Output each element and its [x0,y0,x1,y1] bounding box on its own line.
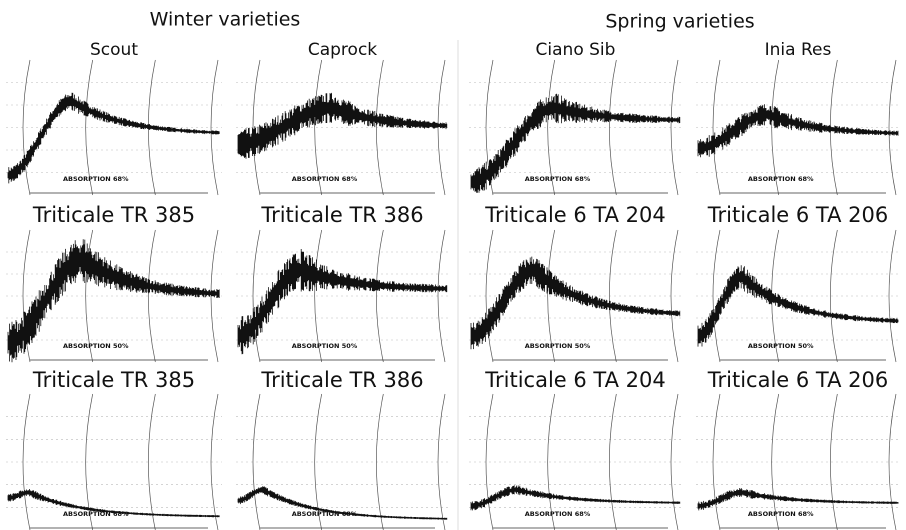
chart-arcs [252,59,446,196]
mixogram-trace [470,256,681,350]
chart-arcs [712,393,897,530]
chart-arcs [252,229,446,363]
absorption-label: ABSORPTION 50% [748,342,814,350]
panel-title: Triticale 6 TA 204 [484,368,665,392]
panel-title: Triticale 6 TA 204 [484,203,665,227]
chart-arcs [252,393,446,530]
mixogram-trace [7,239,220,363]
chart-grid [696,251,900,341]
chart-arcs [22,393,219,530]
chart-arcs [22,59,219,196]
chart-arcs [485,393,679,530]
mixogram-trace [470,485,681,511]
panel-title: Triticale TR 386 [260,368,423,392]
panel-title: Triticale TR 386 [260,203,423,227]
panel-title: Ciano Sib [536,40,616,60]
panel-title: Triticale TR 385 [32,368,195,392]
group-heading: Spring varieties [605,11,754,33]
chart-grid [696,416,900,508]
mixogram-trace [697,104,899,158]
panel-title: Scout [90,40,138,60]
absorption-label: ABSORPTION 68% [292,510,358,518]
absorption-label: ABSORPTION 68% [748,510,814,518]
chart-grid [236,416,449,508]
mixogram-trace [237,486,448,520]
absorption-label: ABSORPTION 68% [292,175,358,183]
chart-arcs [485,59,679,196]
mixogram-trace [7,92,220,184]
absorption-label: ABSORPTION 50% [292,342,358,350]
chart-grid [469,416,682,508]
absorption-label: ABSORPTION 68% [63,510,129,518]
group-heading: Winter varieties [150,9,301,31]
mixogram-trace [697,265,899,347]
mixogram-trace [237,92,448,159]
chart-grid [6,82,222,173]
chart-grid [236,251,449,341]
panel-title: Triticale TR 385 [32,203,195,227]
mixogram-trace [7,489,220,518]
mixogram-trace [237,249,448,355]
chart-arcs [712,59,897,196]
chart-arcs [485,229,679,363]
absorption-label: ABSORPTION 68% [748,175,814,183]
mixogram-trace [697,488,899,511]
absorption-label: ABSORPTION 68% [525,175,591,183]
panel-title: Caprock [308,40,377,60]
panel-title: Triticale 6 TA 206 [707,368,888,392]
chart-arcs [22,229,219,363]
absorption-label: ABSORPTION 68% [63,175,129,183]
absorption-label: ABSORPTION 50% [63,342,129,350]
absorption-label: ABSORPTION 50% [525,342,591,350]
panel-title: Triticale 6 TA 206 [707,203,888,227]
mixogram-trace [470,93,681,193]
absorption-label: ABSORPTION 68% [525,510,591,518]
panel-title: Inia Res [765,40,832,60]
